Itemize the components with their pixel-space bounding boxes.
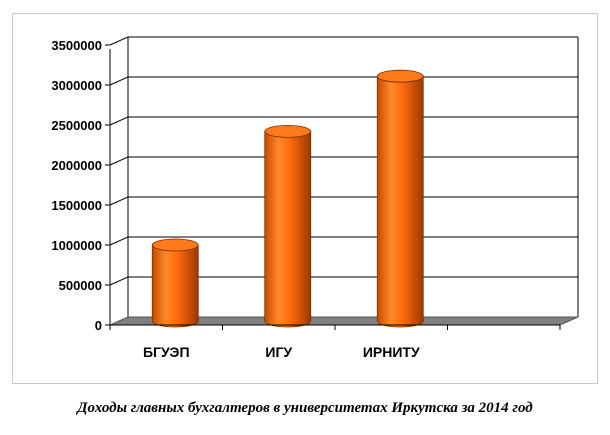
y-tick-label: 3500000 <box>51 38 102 53</box>
y-tick-label: 0 <box>95 318 102 333</box>
y-tick-label: 1500000 <box>51 198 102 213</box>
x-category-label: ИГУ <box>265 344 292 360</box>
gridline <box>109 76 578 86</box>
y-tick-label: 1000000 <box>51 238 102 253</box>
bar-top <box>264 124 312 138</box>
gridline <box>109 276 578 286</box>
bar <box>264 124 312 328</box>
gridline <box>109 116 578 126</box>
y-tick-label: 2000000 <box>51 158 102 173</box>
bar <box>151 238 199 328</box>
bar <box>376 69 424 328</box>
bar-body <box>151 244 199 328</box>
gridline <box>109 196 578 206</box>
axes: 0 500000 1000000 1500000 2000000 2500000 30000… <box>51 38 561 360</box>
gridline <box>109 156 578 166</box>
chart-walls <box>109 36 579 317</box>
y-tick-label: 500000 <box>59 278 102 293</box>
y-tick-label: 3000000 <box>51 78 102 93</box>
gridline <box>109 36 578 46</box>
gridline <box>109 236 578 246</box>
x-category-label: ИРНИТУ <box>363 344 420 360</box>
bar-top <box>376 69 424 83</box>
y-tick-label: 2500000 <box>51 118 102 133</box>
chart-canvas: 0 500000 1000000 1500000 2000000 2500000 30000… <box>51 36 579 360</box>
bars <box>151 69 424 328</box>
bar-top <box>151 238 199 252</box>
chart-caption: Доходы главных бухгалтеров в университет… <box>77 400 533 416</box>
bar-body <box>376 75 424 328</box>
x-category-label: БГУЭП <box>143 344 190 360</box>
bar-body <box>264 131 312 328</box>
